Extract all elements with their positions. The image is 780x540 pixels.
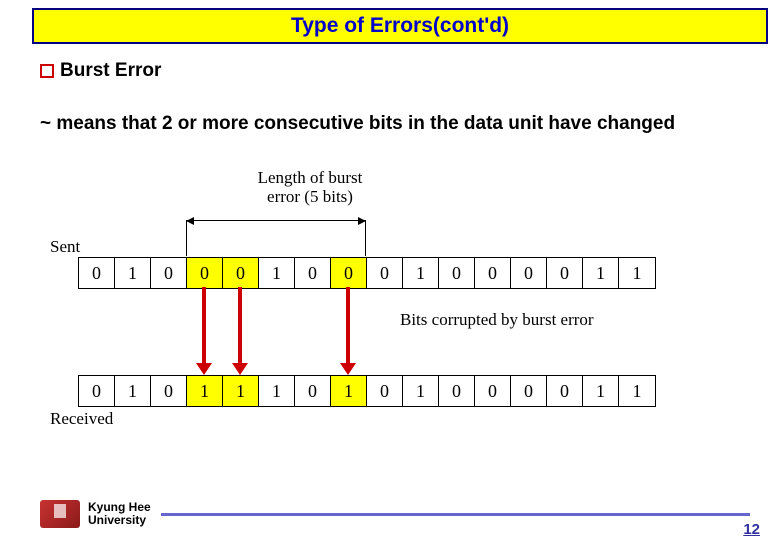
sent-label: Sent: [50, 237, 80, 257]
bit-cell: 1: [403, 376, 439, 406]
body-text: ~ means that 2 or more consecutive bits …: [40, 110, 740, 139]
received-label: Received: [50, 409, 113, 429]
bit-cell: 1: [583, 376, 619, 406]
bit-cell: 0: [151, 376, 187, 406]
bit-cell: 0: [367, 258, 403, 288]
error-arrow: [346, 287, 350, 365]
bit-cell: 0: [547, 258, 583, 288]
length-label-line1: Length of burst: [258, 168, 363, 187]
bit-cell: 0: [79, 376, 115, 406]
bit-cell: 0: [475, 258, 511, 288]
bit-cell: 1: [115, 376, 151, 406]
bit-cell: 1: [259, 258, 295, 288]
university-line1: Kyung Hee: [88, 500, 151, 514]
square-bullet-icon: [40, 64, 54, 78]
bit-cell: 0: [223, 258, 259, 288]
length-label-line2: error (5 bits): [267, 187, 353, 206]
bit-cell: 0: [331, 258, 367, 288]
title-bar: Type of Errors(cont'd): [32, 8, 768, 44]
length-label: Length of burst error (5 bits): [230, 169, 390, 206]
bit-cell: 0: [295, 258, 331, 288]
page-number: 12: [743, 521, 760, 538]
bit-cell: 0: [151, 258, 187, 288]
bullet-row: Burst Error: [40, 60, 161, 82]
bullet-text: Burst Error: [60, 60, 161, 82]
university-line2: University: [88, 513, 146, 527]
bit-cell: 0: [295, 376, 331, 406]
received-bits-row: 0101110101000011: [78, 375, 656, 407]
bit-cell: 0: [367, 376, 403, 406]
bit-cell: 0: [439, 376, 475, 406]
bit-cell: 1: [259, 376, 295, 406]
bracket-tick-right: [365, 220, 366, 256]
sent-bits-row: 0100010001000011: [78, 257, 656, 289]
footer-rule: [161, 513, 750, 516]
bit-cell: 1: [619, 376, 655, 406]
bit-cell: 1: [619, 258, 655, 288]
bit-cell: 0: [79, 258, 115, 288]
bit-cell: 0: [511, 376, 547, 406]
burst-error-diagram: Length of burst error (5 bits) Sent 0100…: [60, 175, 720, 460]
page-title: Type of Errors(cont'd): [34, 10, 766, 42]
bit-cell: 1: [331, 376, 367, 406]
bit-cell: 1: [223, 376, 259, 406]
bit-cell: 0: [475, 376, 511, 406]
footer: Kyung Hee University: [40, 500, 760, 528]
bit-cell: 0: [187, 258, 223, 288]
university-logo-icon: [40, 500, 80, 528]
bit-cell: 1: [115, 258, 151, 288]
length-bracket: [186, 220, 366, 221]
error-arrow: [202, 287, 206, 365]
bit-cell: 1: [187, 376, 223, 406]
bit-cell: 0: [511, 258, 547, 288]
corrupt-label: Bits corrupted by burst error: [400, 310, 594, 330]
error-arrow: [238, 287, 242, 365]
bit-cell: 0: [439, 258, 475, 288]
bit-cell: 1: [583, 258, 619, 288]
bit-cell: 1: [403, 258, 439, 288]
university-name: Kyung Hee University: [88, 501, 151, 527]
bracket-tick-left: [186, 220, 187, 256]
bit-cell: 0: [547, 376, 583, 406]
